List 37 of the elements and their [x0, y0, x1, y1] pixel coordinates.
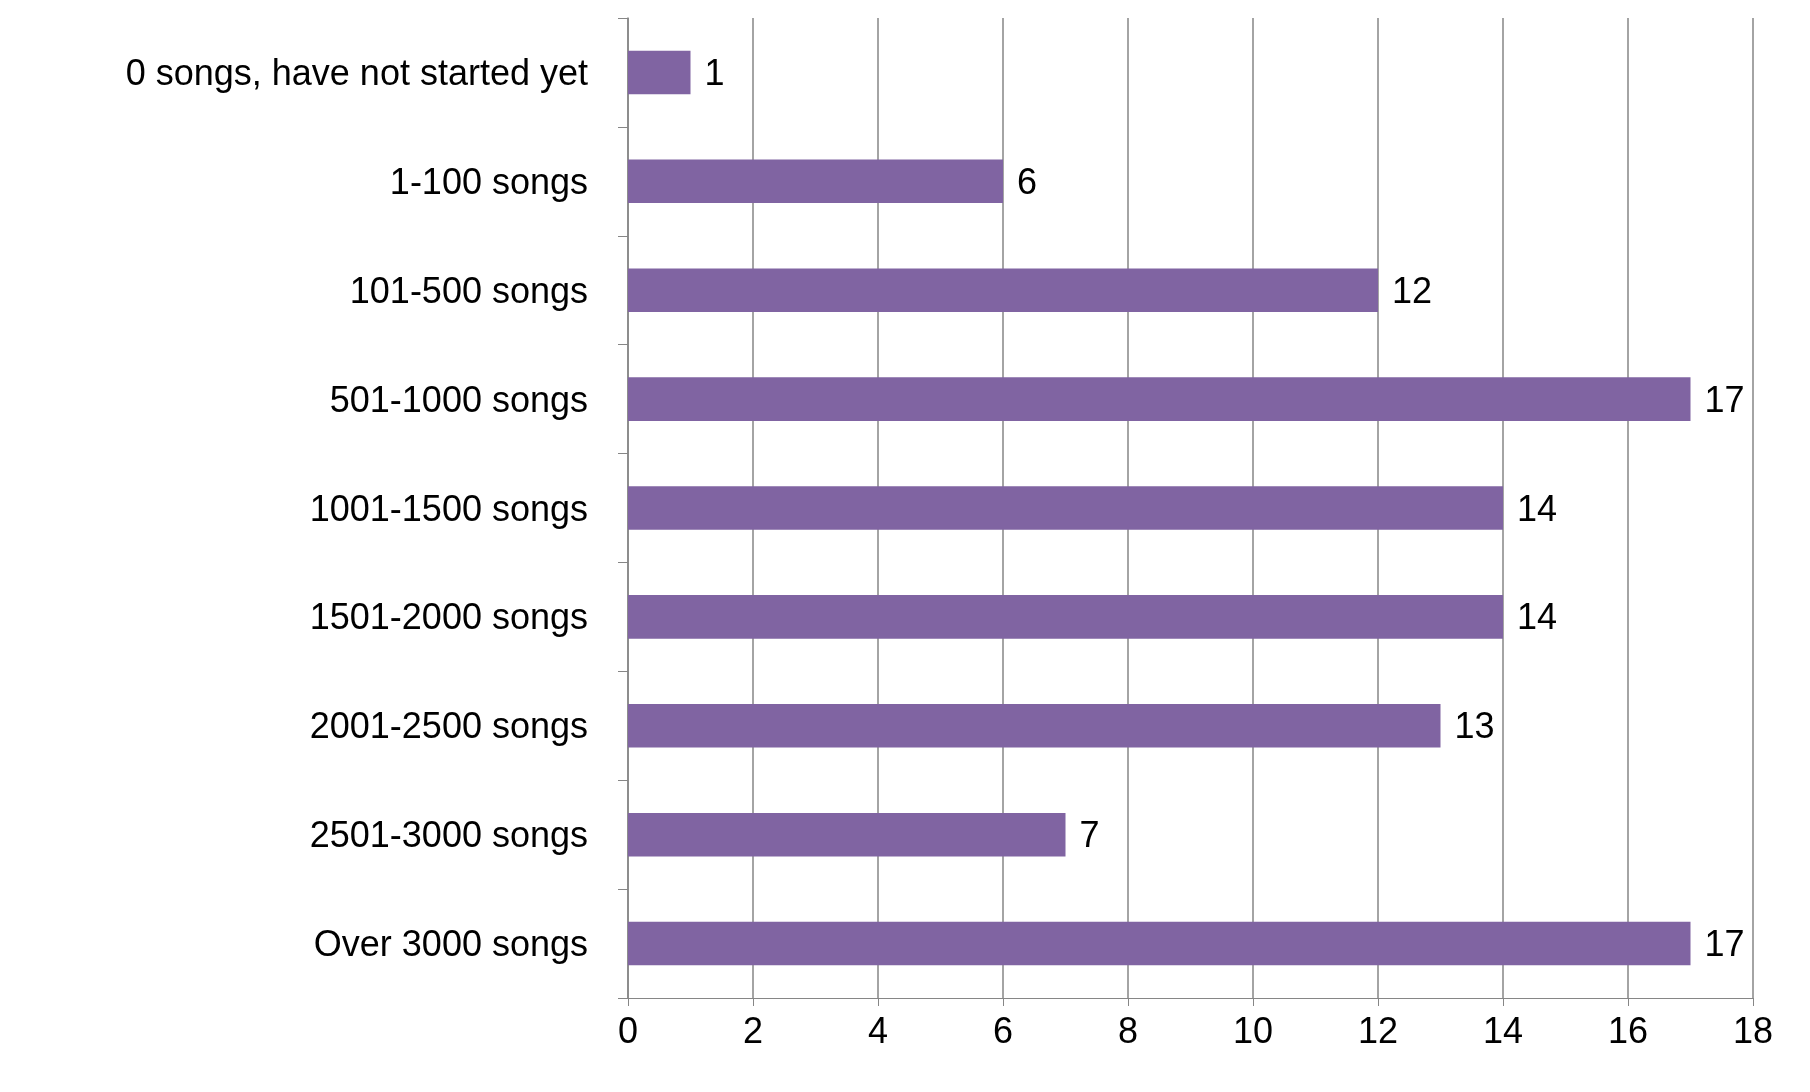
data-label: 14 — [1517, 596, 1558, 638]
y-tick-label: 2501-3000 songs — [309, 814, 588, 856]
x-tick-label: 10 — [1232, 1009, 1274, 1051]
bar — [628, 159, 1003, 204]
bar — [628, 704, 1441, 748]
data-label: 17 — [1704, 378, 1745, 420]
x-tick-label: 16 — [1607, 1009, 1649, 1051]
bar — [628, 595, 1503, 639]
bar — [628, 377, 1691, 421]
data-label: 12 — [1392, 269, 1433, 311]
x-tick-label: 12 — [1357, 1009, 1399, 1051]
y-tick-label: 101-500 songs — [349, 269, 588, 311]
x-tick-label: 14 — [1482, 1009, 1524, 1051]
bar — [628, 50, 691, 95]
x-tick-label: 4 — [867, 1009, 889, 1051]
x-tick-label: 2 — [742, 1009, 764, 1051]
y-tick-label: 501-1000 songs — [329, 378, 588, 420]
y-tick-label: 1-100 songs — [389, 160, 588, 202]
data-label: 13 — [1454, 705, 1495, 747]
data-label: 1 — [704, 51, 725, 93]
bar — [628, 812, 1066, 857]
data-label: 14 — [1517, 487, 1558, 529]
data-label: 17 — [1704, 923, 1745, 965]
x-tick-label: 0 — [617, 1009, 639, 1051]
x-tick-label: 18 — [1732, 1009, 1774, 1051]
bar — [628, 486, 1503, 530]
bar — [628, 268, 1378, 312]
data-label: 7 — [1079, 814, 1100, 856]
data-label: 6 — [1017, 160, 1038, 202]
bar — [628, 921, 1691, 966]
x-tick-label: 6 — [992, 1009, 1014, 1051]
y-tick-label: Over 3000 songs — [313, 923, 588, 965]
y-tick-label: 1501-2000 songs — [309, 596, 588, 638]
y-tick-label: 2001-2500 songs — [309, 705, 588, 747]
y-tick-label: 0 songs, have not started yet — [125, 51, 588, 93]
y-tick-label: 1001-1500 songs — [309, 487, 588, 529]
x-tick-label: 8 — [1117, 1009, 1139, 1051]
